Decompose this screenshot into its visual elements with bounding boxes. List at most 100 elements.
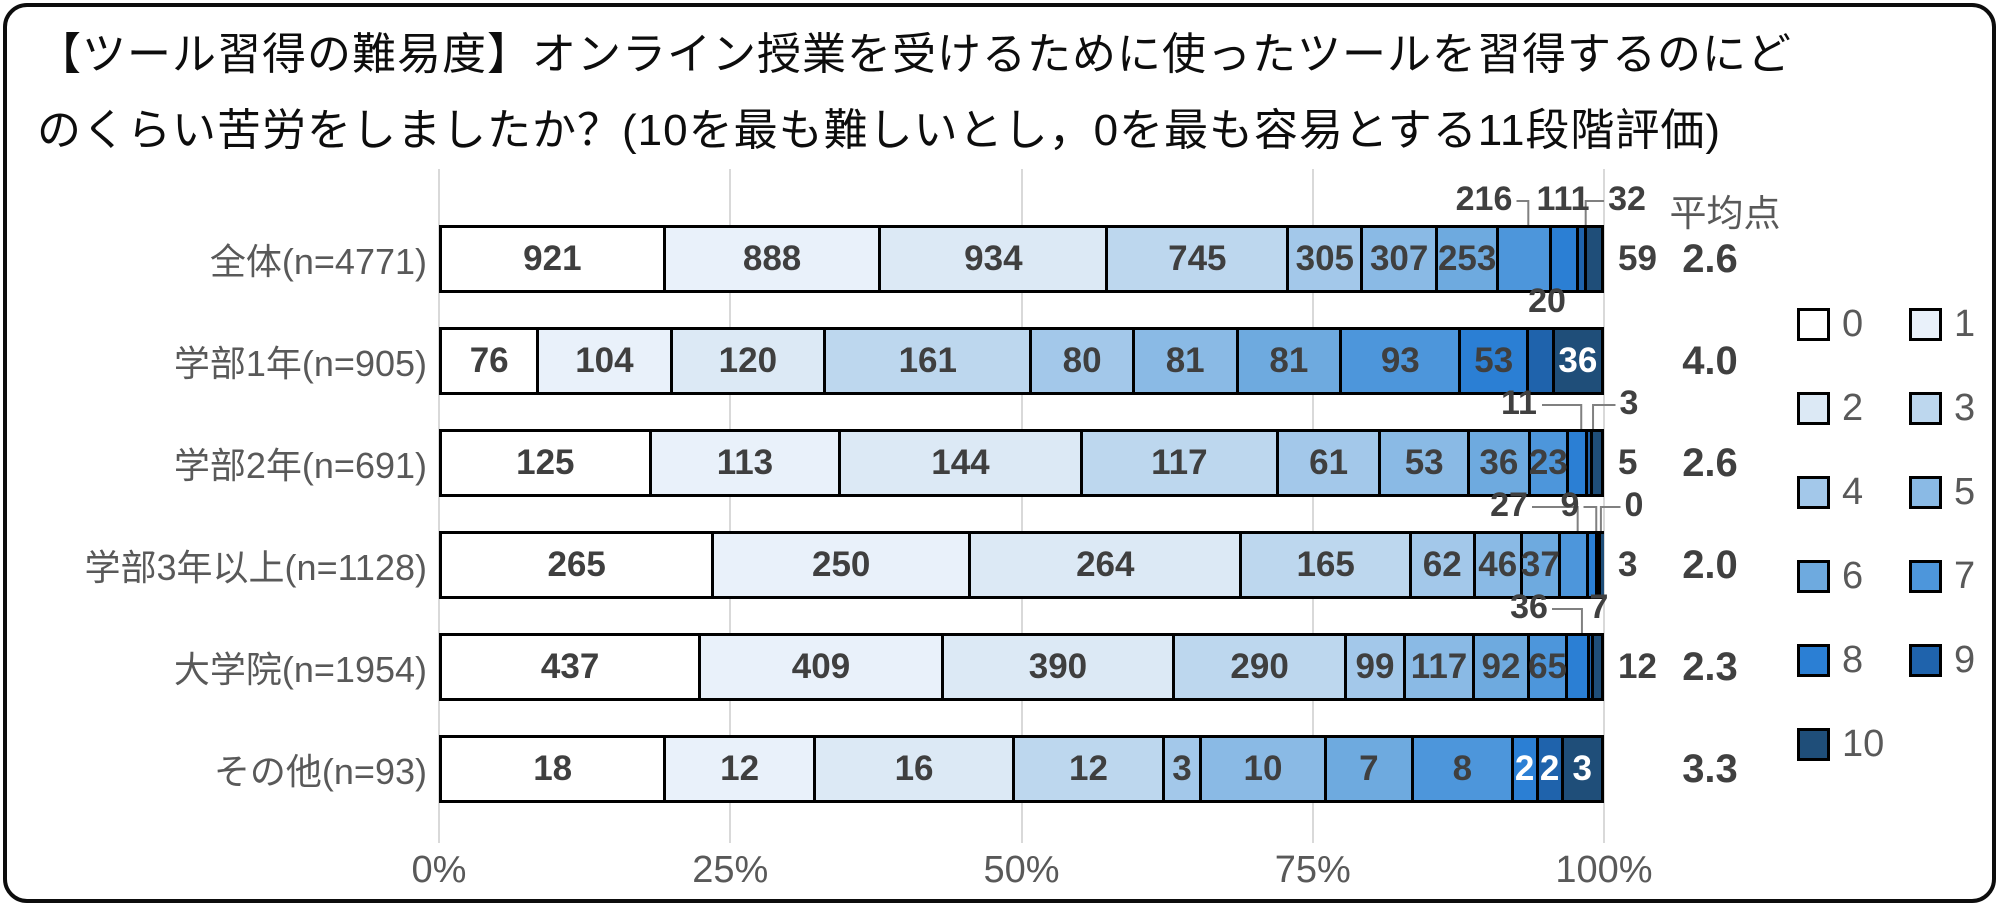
segment-value-label: 253 bbox=[1437, 239, 1497, 278]
right-value-label: 5 bbox=[1618, 443, 1638, 482]
bar-segment bbox=[1499, 228, 1552, 290]
legend-label: 0 bbox=[1842, 303, 1864, 345]
segment-value-label: 7 bbox=[1359, 749, 1379, 788]
legend-label: 10 bbox=[1842, 723, 1885, 765]
segment-value-label: 250 bbox=[812, 545, 871, 584]
legend-swatch bbox=[1797, 476, 1830, 509]
segment-value-label: 120 bbox=[718, 341, 778, 380]
segment-value-label: 390 bbox=[1028, 647, 1088, 686]
bar-segment bbox=[1568, 636, 1590, 698]
segment-value-label: 81 bbox=[1165, 341, 1205, 380]
segment-value-label: 144 bbox=[931, 443, 990, 482]
bar-segment: 3 bbox=[1164, 738, 1203, 800]
bar-segment: 117 bbox=[1405, 636, 1476, 698]
segment-value-label: 265 bbox=[547, 545, 606, 584]
segment-value-label: 23 bbox=[1528, 443, 1568, 482]
mean-column-header: 平均点 bbox=[1669, 193, 1781, 234]
bar-segment: 36 bbox=[1470, 432, 1531, 494]
segment-value-label: 161 bbox=[898, 341, 957, 380]
legend-item: 7 bbox=[1909, 555, 1975, 598]
bar-segment: 290 bbox=[1175, 636, 1348, 698]
mean-value: 3.3 bbox=[1682, 746, 1738, 791]
legend-item: 6 bbox=[1797, 555, 1863, 598]
row-label: 学部2年(n=691) bbox=[173, 445, 427, 486]
bar-segment: 37 bbox=[1521, 534, 1561, 596]
segment-value-label: 46 bbox=[1478, 545, 1518, 584]
leader-line bbox=[1583, 506, 1598, 531]
bar-segment: 23 bbox=[1528, 432, 1570, 494]
right-value-label: 3 bbox=[1618, 545, 1638, 584]
bar-segment: 53 bbox=[1381, 432, 1471, 494]
bar-segment: 36 bbox=[1554, 330, 1601, 392]
bar-row: 265 250 264 165 62 46 37 bbox=[439, 531, 1604, 599]
gridline bbox=[1020, 169, 1023, 843]
callout-label: 216 bbox=[1455, 180, 1513, 218]
bar-segment: 305 bbox=[1289, 228, 1364, 290]
row-label: 大学院(n=1954) bbox=[173, 649, 427, 690]
bar-segment: 53 bbox=[1461, 330, 1530, 392]
bar-segment: 93 bbox=[1342, 330, 1462, 392]
bar-row: 921 888 934 745 305 307 253 bbox=[439, 225, 1604, 293]
bar-segment: 10 bbox=[1202, 738, 1327, 800]
bar-row: 18 12 16 12 3 10 7 8 2 2 3 bbox=[439, 735, 1604, 803]
legend-swatch bbox=[1797, 728, 1830, 761]
gridline bbox=[729, 169, 732, 843]
bar-segment: 307 bbox=[1363, 228, 1438, 290]
bar-segment bbox=[1529, 330, 1555, 392]
bar-segment bbox=[1597, 534, 1601, 596]
segment-value-label: 117 bbox=[1410, 647, 1468, 686]
segment-value-label: 264 bbox=[1076, 545, 1135, 584]
segment-value-label: 12 bbox=[1069, 749, 1108, 788]
legend-item: 9 bbox=[1909, 639, 1975, 682]
segment-value-label: 125 bbox=[516, 443, 575, 482]
segment-value-label: 2 bbox=[1539, 749, 1560, 788]
legend-item: 0 bbox=[1797, 303, 1863, 346]
segment-value-label: 934 bbox=[964, 239, 1023, 278]
legend-item: 5 bbox=[1909, 471, 1975, 514]
segment-value-label: 18 bbox=[533, 749, 573, 788]
mean-value: 2.6 bbox=[1682, 440, 1738, 485]
segment-value-label: 409 bbox=[791, 647, 851, 686]
mean-value: 2.6 bbox=[1682, 236, 1738, 281]
legend-swatch bbox=[1909, 392, 1942, 425]
chart-title-line2: のくらい苦労をしましたか？(10を最も難しいとし，0を最も容易とする11段階評価… bbox=[37, 106, 1722, 155]
segment-value-label: 61 bbox=[1309, 443, 1349, 482]
bar-segment: 76 bbox=[442, 330, 540, 392]
callout-label: 111 bbox=[1536, 180, 1590, 218]
mean-value: 2.0 bbox=[1682, 542, 1738, 587]
bar-segment: 264 bbox=[971, 534, 1243, 596]
segment-value-label: 62 bbox=[1422, 545, 1462, 584]
bar-segment: 65 bbox=[1528, 636, 1569, 698]
callout-label: 3 bbox=[1619, 384, 1639, 422]
bar-segment: 117 bbox=[1082, 432, 1279, 494]
bar-segment: 81 bbox=[1134, 330, 1239, 392]
bar-segment: 437 bbox=[442, 636, 702, 698]
bar-segment: 144 bbox=[841, 432, 1083, 494]
legend-swatch bbox=[1909, 308, 1942, 341]
leader-line bbox=[1532, 506, 1579, 531]
legend-swatch bbox=[1909, 560, 1942, 593]
bar-segment: 99 bbox=[1347, 636, 1406, 698]
segment-value-label: 8 bbox=[1452, 749, 1473, 788]
legend-label: 8 bbox=[1842, 639, 1864, 681]
segment-value-label: 2 bbox=[1514, 749, 1535, 788]
segment-value-label: 437 bbox=[540, 647, 600, 686]
legend-item: 3 bbox=[1909, 387, 1975, 430]
right-value-label: 59 bbox=[1618, 239, 1657, 278]
legend-label: 3 bbox=[1954, 387, 1976, 429]
legend-item: 10 bbox=[1797, 723, 1884, 766]
segment-value-label: 3 bbox=[1172, 749, 1192, 788]
x-tick-label: 50% bbox=[983, 849, 1060, 891]
segment-value-label: 92 bbox=[1481, 647, 1521, 686]
bar-segment: 12 bbox=[1015, 738, 1165, 800]
segment-value-label: 93 bbox=[1380, 341, 1420, 380]
bar-row: 76 104 120 161 80 81 81 93 53 36 bbox=[439, 327, 1604, 395]
bar-segment bbox=[1586, 228, 1601, 290]
bar-segment: 81 bbox=[1238, 330, 1343, 392]
legend-item: 2 bbox=[1797, 387, 1863, 430]
bar-segment: 80 bbox=[1032, 330, 1135, 392]
legend-swatch bbox=[1909, 476, 1942, 509]
bar-segment: 745 bbox=[1108, 228, 1290, 290]
bar-segment: 12 bbox=[666, 738, 816, 800]
segment-value-label: 888 bbox=[742, 239, 802, 278]
